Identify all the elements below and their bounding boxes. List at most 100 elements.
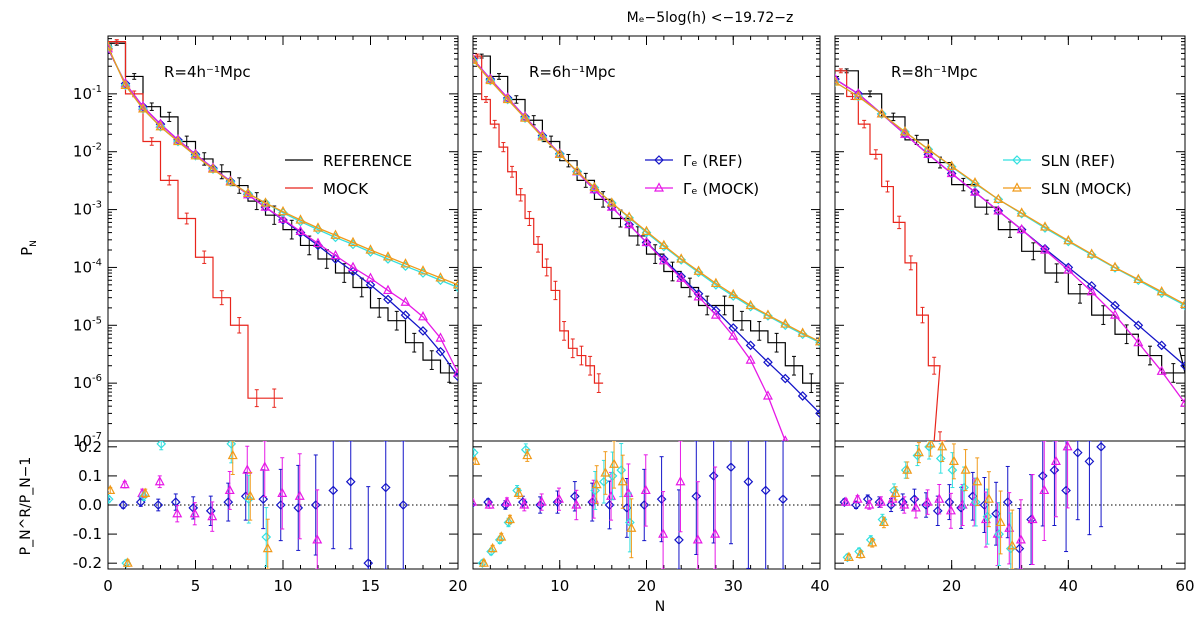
legend-swatch-marker bbox=[654, 182, 664, 192]
ratio-point bbox=[591, 478, 602, 489]
y-tick-label-exp: -5 bbox=[92, 315, 102, 326]
legend: SLN (REF) SLN (MOCK) bbox=[1003, 152, 1132, 198]
ratio-point bbox=[243, 494, 254, 505]
legend-entry: REFERENCE bbox=[285, 152, 412, 170]
data-point bbox=[946, 167, 957, 178]
data-point bbox=[383, 284, 393, 295]
y-tick-label-exp: -2 bbox=[92, 142, 102, 153]
data-point bbox=[502, 93, 513, 104]
data-point bbox=[923, 149, 934, 160]
ratio-point bbox=[948, 455, 959, 465]
ratio-point bbox=[1096, 441, 1106, 452]
ratio-point bbox=[924, 441, 934, 452]
data-point bbox=[693, 265, 704, 275]
ratio-point bbox=[1061, 485, 1071, 496]
data-point bbox=[900, 126, 910, 136]
data-point bbox=[365, 272, 376, 282]
y-tick-label-base: 10 bbox=[73, 258, 92, 276]
ratio-point bbox=[227, 449, 238, 460]
ratio-point bbox=[875, 496, 886, 506]
y-tick-label-base: 10 bbox=[73, 201, 92, 219]
ratio-point bbox=[536, 496, 547, 506]
ratio-point bbox=[743, 476, 754, 487]
x-tick-label: 10 bbox=[273, 577, 292, 595]
data-point bbox=[190, 150, 201, 160]
data-point bbox=[1040, 221, 1050, 231]
data-point bbox=[348, 236, 358, 247]
data-point bbox=[658, 255, 669, 265]
ratio-point bbox=[473, 455, 481, 465]
data-point bbox=[173, 135, 183, 146]
ratio-point bbox=[242, 464, 253, 474]
data-point bbox=[970, 177, 980, 187]
ratio-point bbox=[484, 499, 495, 509]
ratio-point bbox=[189, 507, 200, 518]
ratio-point bbox=[172, 507, 183, 518]
ratio-point bbox=[226, 441, 237, 449]
ratio-point bbox=[496, 531, 507, 541]
ratio-point bbox=[994, 529, 1004, 539]
ratio-point bbox=[912, 450, 923, 461]
ratio-series-group bbox=[839, 441, 1106, 569]
data-point bbox=[676, 272, 687, 282]
y-tick-label: 10-6 bbox=[73, 373, 102, 392]
data-point bbox=[835, 77, 840, 87]
ratio-series-sln-mock- bbox=[108, 441, 273, 569]
ratio-point bbox=[590, 485, 601, 496]
data-point bbox=[1063, 264, 1074, 274]
model-line bbox=[835, 81, 1185, 307]
ratio-point bbox=[1050, 455, 1061, 465]
ratio-point bbox=[293, 503, 304, 513]
data-point bbox=[676, 253, 687, 263]
legend-label: SLN (MOCK) bbox=[1041, 180, 1132, 198]
y-axis-label-top-main: P bbox=[18, 247, 36, 256]
data-point bbox=[435, 272, 446, 282]
ratio-point bbox=[855, 548, 866, 559]
data-point bbox=[572, 165, 583, 175]
data-point bbox=[763, 357, 773, 368]
ratio-point bbox=[312, 534, 323, 544]
data-point bbox=[1016, 207, 1027, 217]
data-point bbox=[993, 193, 1004, 203]
data-point bbox=[624, 211, 635, 221]
ratio-point bbox=[108, 484, 116, 495]
ratio-point bbox=[494, 535, 505, 545]
ratio-point bbox=[604, 500, 615, 510]
data-point bbox=[1040, 244, 1050, 254]
ratio-point bbox=[512, 485, 522, 496]
data-point bbox=[1016, 223, 1027, 234]
data-point bbox=[330, 229, 341, 239]
ratio-point bbox=[932, 505, 943, 516]
panel-3: 20 40 60 R=8h⁻¹Mpc SLN (REF) SLN (MOCK) bbox=[834, 35, 1195, 595]
data-point bbox=[923, 143, 934, 153]
data-point bbox=[641, 236, 652, 247]
ratio-y-tick-label: -0.2 bbox=[73, 554, 102, 572]
data-point bbox=[383, 251, 393, 261]
ratio-point bbox=[640, 484, 651, 495]
y-tick-label: 10-1 bbox=[73, 84, 102, 103]
data-point bbox=[485, 75, 496, 86]
model-line bbox=[835, 81, 1185, 305]
legend-swatch-marker bbox=[654, 155, 664, 165]
data-point bbox=[1086, 248, 1097, 258]
y-tick-label-base: 10 bbox=[73, 374, 92, 392]
ratio-point bbox=[310, 500, 321, 510]
series-sln-ref- bbox=[835, 77, 1185, 311]
series-reference bbox=[473, 53, 820, 393]
data-point bbox=[313, 237, 323, 248]
data-point bbox=[1133, 320, 1144, 331]
ratio-point bbox=[245, 490, 256, 500]
ratio-point bbox=[154, 475, 165, 486]
data-point bbox=[876, 108, 887, 118]
data-point bbox=[1110, 309, 1120, 319]
ratio-series--ref- bbox=[108, 441, 409, 569]
y-tick-label: 10-4 bbox=[73, 257, 102, 276]
data-point bbox=[155, 119, 166, 129]
data-point bbox=[473, 55, 478, 66]
y-tick-label: 10-2 bbox=[73, 142, 102, 161]
ratio-point bbox=[504, 513, 515, 524]
series-mock bbox=[108, 39, 283, 408]
y-tick-label: 10-3 bbox=[73, 200, 102, 219]
data-point bbox=[502, 94, 513, 105]
data-point bbox=[624, 219, 634, 230]
